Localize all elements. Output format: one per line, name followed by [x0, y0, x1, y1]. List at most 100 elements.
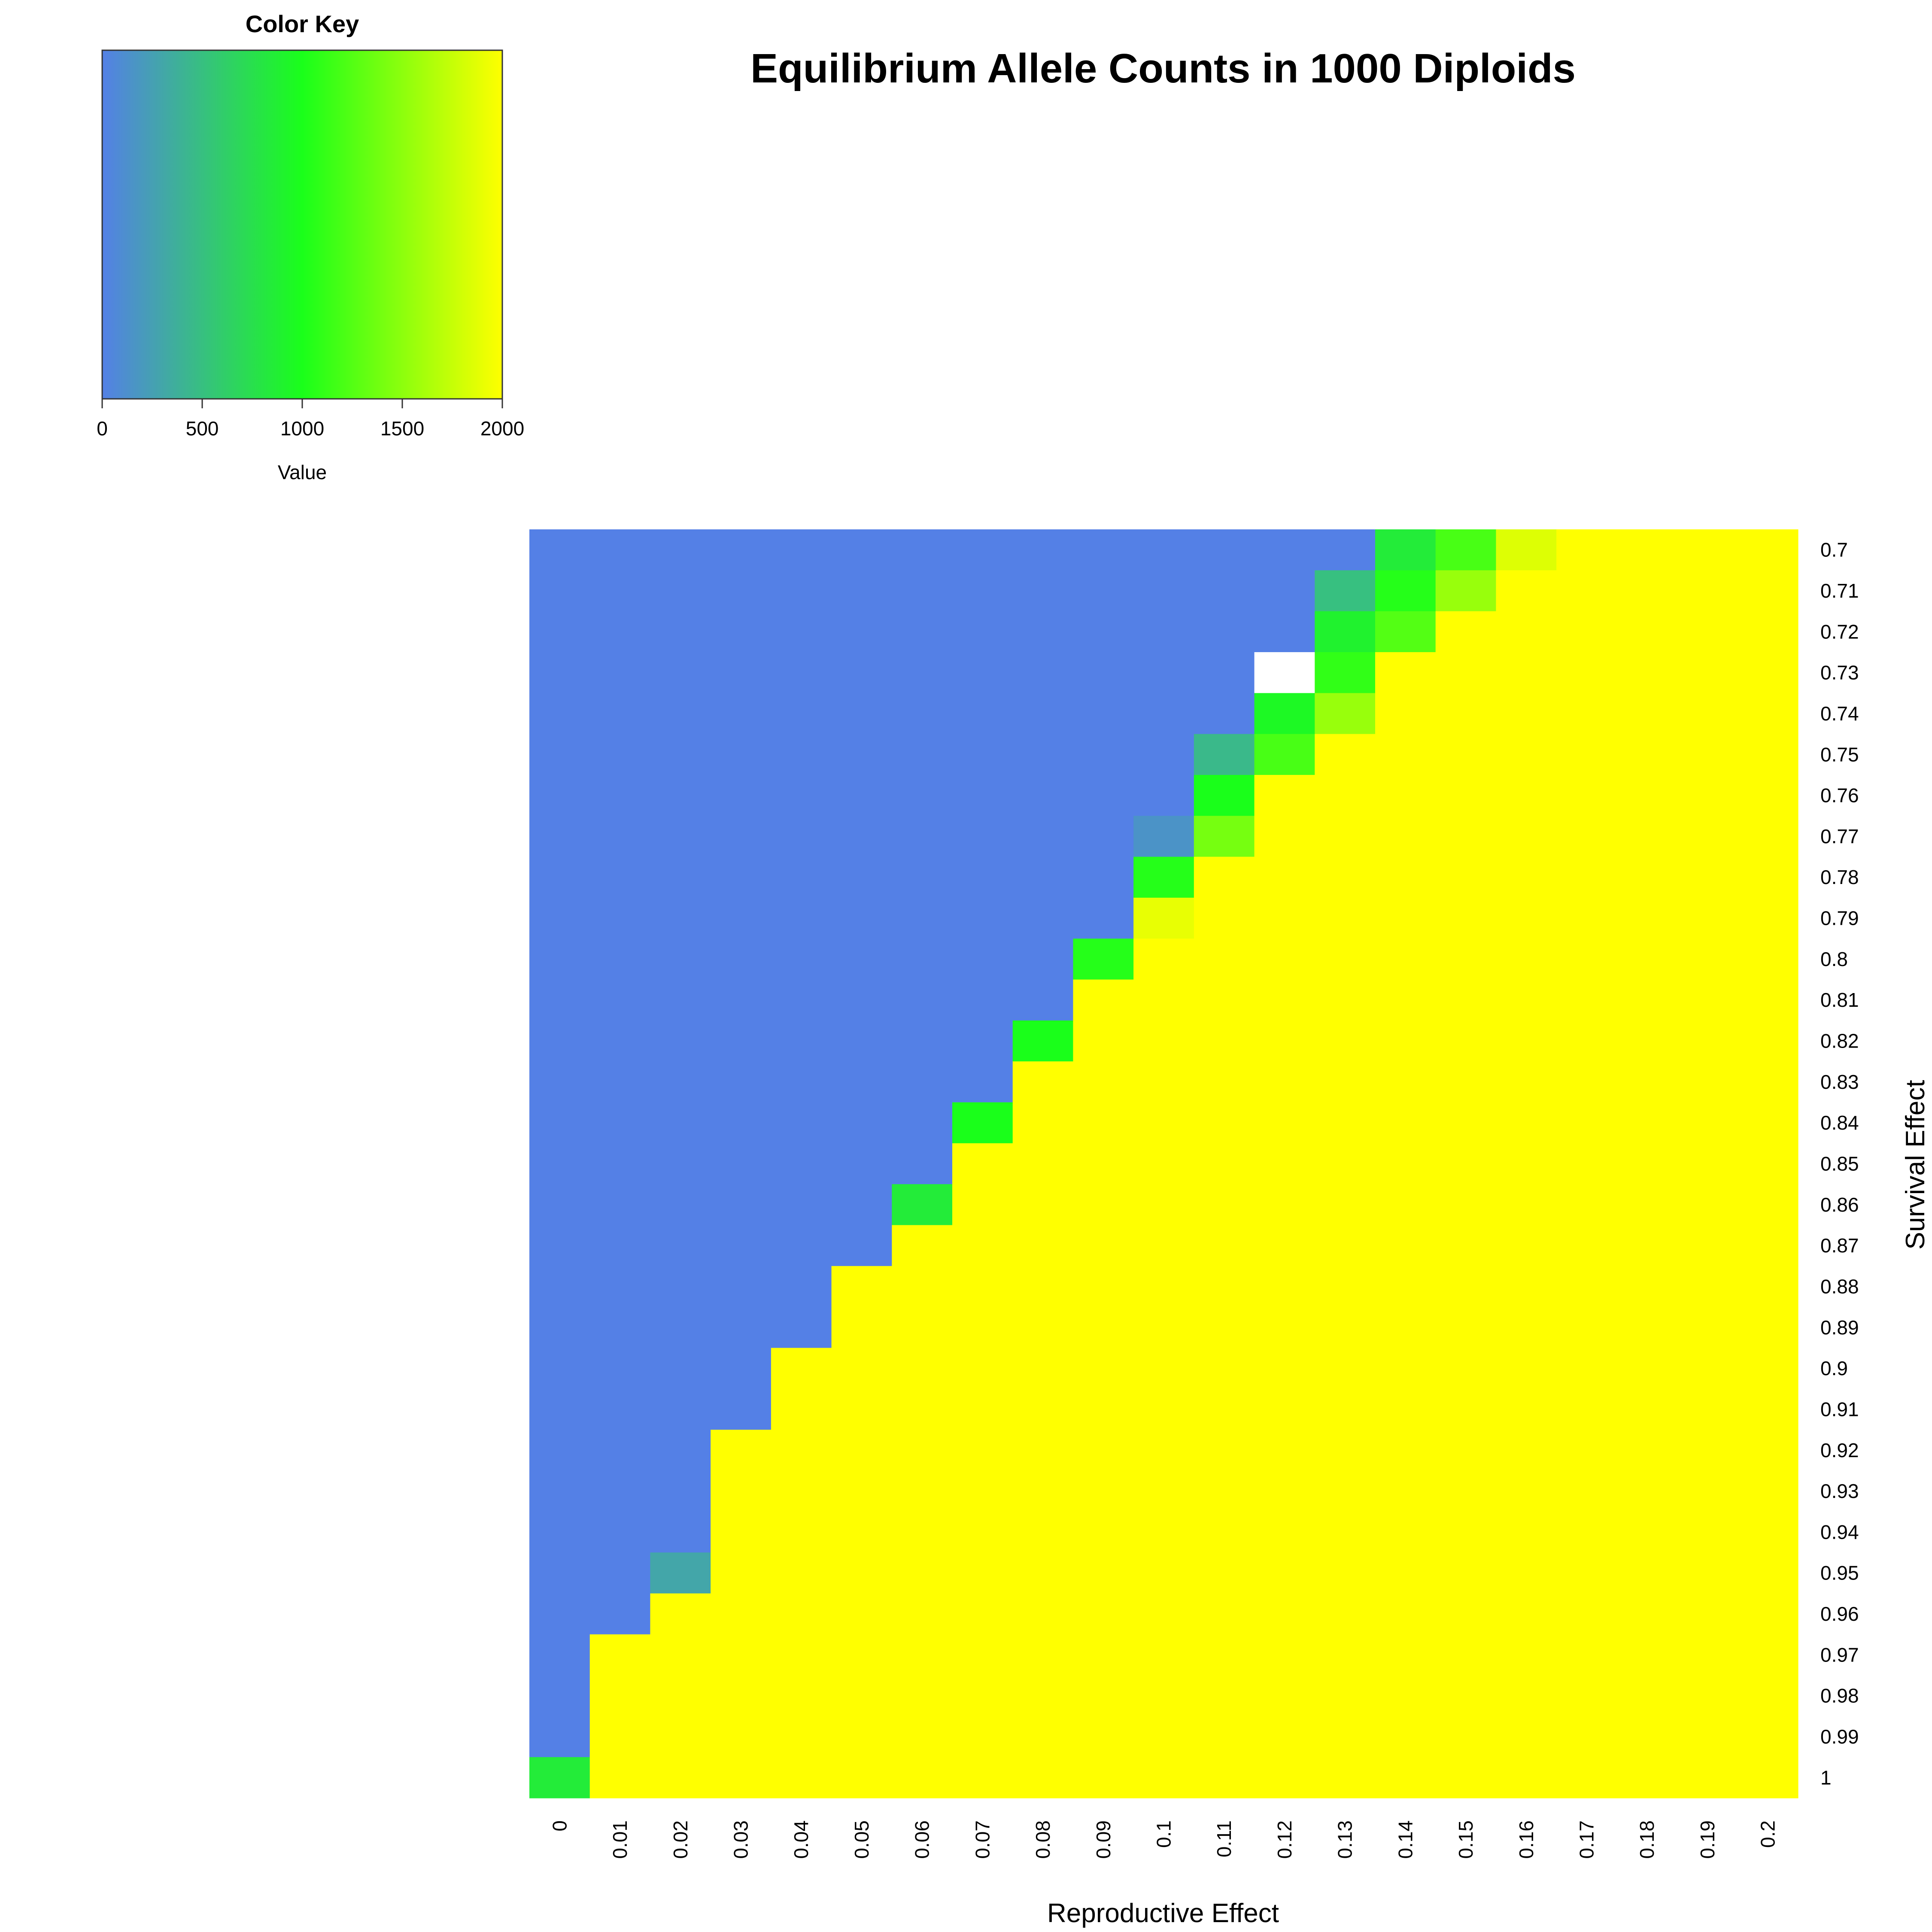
- heatmap-cell: [1556, 816, 1617, 857]
- heatmap-cell: [1194, 816, 1255, 857]
- heatmap-cell: [1133, 1388, 1194, 1430]
- heatmap-cell: [1133, 1307, 1194, 1349]
- heatmap-cell: [1677, 1634, 1738, 1676]
- heatmap-cell: [1556, 570, 1617, 612]
- heatmap-cell: [1012, 1388, 1074, 1430]
- heatmap-cell: [771, 693, 832, 735]
- heatmap-cell: [1012, 939, 1074, 980]
- heatmap-cell: [952, 1470, 1013, 1512]
- heatmap-cell: [1073, 1470, 1134, 1512]
- heatmap-cell: [1738, 1593, 1798, 1635]
- heatmap-cell: [1375, 1634, 1436, 1676]
- heatmap-cell: [711, 1511, 772, 1553]
- heatmap-cell: [1738, 570, 1798, 612]
- heatmap-cell: [1073, 693, 1134, 735]
- heatmap-cell: [589, 1020, 651, 1062]
- heatmap-cell: [1375, 1143, 1436, 1185]
- heatmap-cell: [1194, 939, 1255, 980]
- heatmap-cell: [892, 693, 953, 735]
- heatmap-cell: [1556, 693, 1617, 735]
- heatmap-cell: [529, 1225, 590, 1267]
- heatmap-cell: [771, 1593, 832, 1635]
- heatmap-cell: [892, 652, 953, 693]
- heatmap-cell: [1496, 816, 1557, 857]
- heatmap-cell: [1496, 1225, 1557, 1267]
- heatmap-cell: [1254, 816, 1315, 857]
- heatmap-cell: [831, 857, 892, 898]
- heatmap-cell: [711, 1552, 772, 1594]
- heatmap-cell: [1616, 1552, 1678, 1594]
- heatmap-cell: [771, 652, 832, 693]
- heatmap-cell: [1616, 1716, 1678, 1758]
- heatmap-cell: [1194, 693, 1255, 735]
- heatmap-cell: [529, 816, 590, 857]
- heatmap-cell: [1073, 1348, 1134, 1389]
- heatmap-cell: [1738, 897, 1798, 939]
- heatmap-cell: [1375, 857, 1436, 898]
- heatmap-cell: [1496, 1184, 1557, 1226]
- heatmap-cell: [589, 857, 651, 898]
- heatmap-cell: [771, 1388, 832, 1430]
- heatmap-cell: [1012, 979, 1074, 1021]
- heatmap-cell: [1012, 1061, 1074, 1103]
- y-tick-label: 0.82: [1820, 1030, 1859, 1052]
- heatmap-cell: [1435, 1225, 1497, 1267]
- heatmap-cell: [1073, 652, 1134, 693]
- heatmap-cell: [1194, 897, 1255, 939]
- y-tick-label: 0.78: [1820, 866, 1859, 888]
- x-axis-ticks: 0 0.01 0.02 0.03 0.04 0.05 0.06 0.07 0.08 0.09 0.1…: [548, 1820, 1779, 1859]
- heatmap-cell: [1496, 897, 1557, 939]
- y-tick-label: 0.94: [1820, 1521, 1859, 1543]
- heatmap-cell: [831, 1634, 892, 1676]
- heatmap-cell: [771, 857, 832, 898]
- heatmap-cell: [1375, 652, 1436, 693]
- heatmap-cell: [1738, 1225, 1798, 1267]
- heatmap-cell: [589, 734, 651, 775]
- heatmap-cell: [1496, 652, 1557, 693]
- heatmap-cell: [589, 570, 651, 612]
- heatmap-cell: [1133, 775, 1194, 816]
- heatmap-cell: [711, 816, 772, 857]
- heatmap-cell: [1073, 1757, 1134, 1798]
- heatmap-cell: [892, 1266, 953, 1307]
- color-key: Color Key 0 500 1000 1500 2000 Value: [97, 10, 524, 483]
- y-tick-label: 0.8: [1820, 948, 1848, 970]
- heatmap-cell: [771, 1716, 832, 1758]
- heatmap-cell: [831, 734, 892, 775]
- heatmap-cell: [952, 857, 1013, 898]
- heatmap-cell: [1556, 1102, 1617, 1144]
- x-tick-label: 0.01: [609, 1820, 631, 1859]
- heatmap-cell: [589, 897, 651, 939]
- heatmap-cell: [1738, 1307, 1798, 1349]
- heatmap-cell: [952, 570, 1013, 612]
- heatmap-cell: [1133, 529, 1194, 571]
- heatmap-cell: [892, 734, 953, 775]
- heatmap-cell: [529, 939, 590, 980]
- heatmap-cell: [1616, 1470, 1678, 1512]
- heatmap-cell: [589, 1225, 651, 1267]
- heatmap-cell: [1435, 734, 1497, 775]
- heatmap-cell: [529, 1757, 590, 1798]
- heatmap-cell: [1133, 1020, 1194, 1062]
- heatmap-cell: [1254, 857, 1315, 898]
- x-axis-label: Reproductive Effect: [1047, 1899, 1279, 1928]
- y-tick-label: 0.71: [1820, 580, 1859, 602]
- heatmap-cell: [1375, 1511, 1436, 1553]
- heatmap-cell: [529, 652, 590, 693]
- heatmap-cell: [1435, 1593, 1497, 1635]
- heatmap-cell: [1738, 1552, 1798, 1594]
- heatmap-cell: [650, 775, 711, 816]
- heatmap-cell: [771, 1266, 832, 1307]
- heatmap-cell: [1133, 1102, 1194, 1144]
- heatmap-cell: [831, 570, 892, 612]
- heatmap-cell: [1435, 1102, 1497, 1144]
- heatmap-cell: [952, 816, 1013, 857]
- heatmap-cell: [1073, 611, 1134, 653]
- heatmap-cell: [1073, 1552, 1134, 1594]
- heatmap-cell: [1738, 611, 1798, 653]
- heatmap-cell: [1012, 652, 1074, 693]
- heatmap-cell: [589, 1061, 651, 1103]
- heatmap-cell: [1012, 1348, 1074, 1389]
- heatmap-cell: [1677, 1143, 1738, 1185]
- heatmap-cell: [952, 734, 1013, 775]
